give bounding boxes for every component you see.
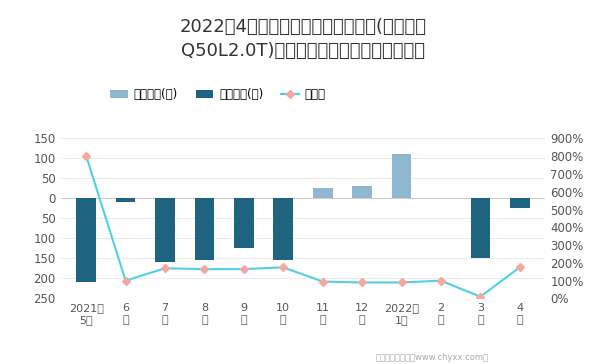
Bar xyxy=(510,198,530,208)
Bar xyxy=(116,198,136,202)
Bar xyxy=(195,198,215,261)
产销率 xyxy=(438,278,445,283)
Bar xyxy=(391,154,411,198)
产销率 xyxy=(279,265,287,269)
Text: 2022年4月英菲尼迪旗下最畅销轿车(英菲尼迪
Q50L2.0T)近一年库存情况及产销率统计图: 2022年4月英菲尼迪旗下最畅销轿车(英菲尼迪 Q50L2.0T)近一年库存情况… xyxy=(179,18,427,60)
产销率 xyxy=(477,294,484,299)
Bar xyxy=(313,189,333,198)
产销率 xyxy=(319,280,327,284)
Bar xyxy=(273,198,293,261)
产销率 xyxy=(240,267,247,271)
产销率 xyxy=(516,265,524,269)
Bar xyxy=(155,198,175,262)
产销率 xyxy=(161,266,168,270)
Text: 制图：智研咨询（www.chyxx.com）: 制图：智研咨询（www.chyxx.com） xyxy=(376,353,488,362)
Legend: 积压库存(辆), 清仓库存(辆), 产销率: 积压库存(辆), 清仓库存(辆), 产销率 xyxy=(105,83,330,106)
Bar xyxy=(470,198,490,258)
产销率 xyxy=(82,154,90,158)
产销率 xyxy=(201,267,208,271)
产销率 xyxy=(359,280,366,285)
Bar xyxy=(234,198,254,248)
产销率 xyxy=(122,278,129,283)
Line: 产销率: 产销率 xyxy=(84,153,522,300)
产销率 xyxy=(398,280,405,285)
Bar xyxy=(352,186,372,198)
Bar xyxy=(76,198,96,282)
